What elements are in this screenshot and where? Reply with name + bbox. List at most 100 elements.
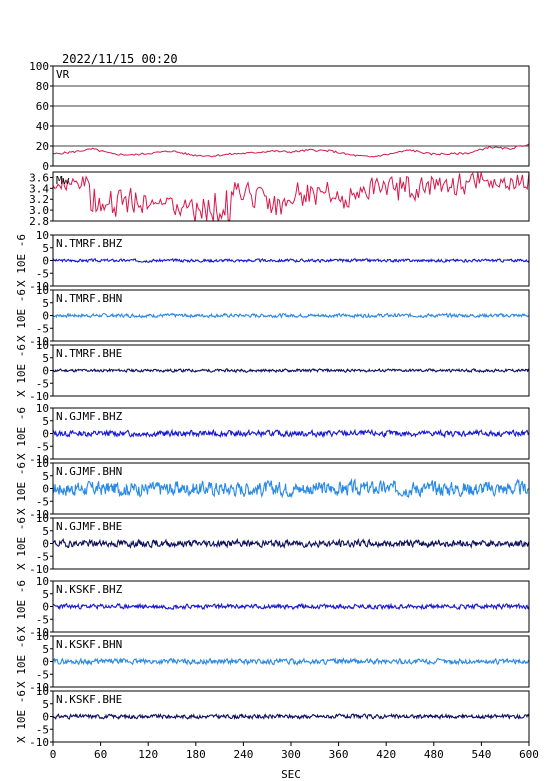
series-line: [53, 712, 529, 721]
x-tick-label: 180: [186, 748, 206, 761]
x-tick-label: 300: [281, 748, 301, 761]
y-tick-label: -5: [36, 267, 49, 280]
y-tick-label: -10: [29, 280, 49, 293]
panel-frame: [52, 289, 530, 342]
y-tick-label: 5: [42, 242, 49, 255]
panel-frame: [52, 344, 530, 397]
y-tick-label: 10: [36, 630, 49, 643]
panel-title: VR: [56, 68, 70, 81]
y-tick-label: 5: [42, 698, 49, 711]
y-tick-label: 10: [36, 284, 49, 297]
panel-frame: [52, 407, 530, 460]
y-axis-label: X 10E -6: [15, 580, 28, 633]
series-line: [53, 478, 529, 499]
y-tick-label: 5: [42, 352, 49, 365]
y-tick-label: -5: [36, 723, 49, 736]
y-tick-label: 5: [42, 588, 49, 601]
x-tick-label: 120: [138, 748, 158, 761]
x-tick-label: 480: [424, 748, 444, 761]
x-axis-label: SEC: [281, 768, 301, 781]
panel-title: N.TMRF.BHE: [56, 347, 122, 360]
x-tick-label: 0: [50, 748, 57, 761]
panel-title: N.TMRF.BHN: [56, 292, 122, 305]
x-tick-label: 600: [519, 748, 539, 761]
panel-title: N.KSKF.BHZ: [56, 583, 123, 596]
y-axis-label: X 10E -6: [15, 462, 28, 515]
series-line: [53, 657, 529, 666]
x-tick-label: 420: [376, 748, 396, 761]
y-tick-label: -10: [29, 681, 49, 694]
series-line: [53, 312, 529, 319]
y-tick-label: 0: [42, 255, 49, 268]
x-tick-label: 60: [94, 748, 107, 761]
panel-frame: [52, 462, 530, 515]
y-tick-label: 0: [42, 365, 49, 378]
y-tick-label: -10: [29, 390, 49, 403]
y-tick-label: 10: [36, 229, 49, 242]
y-tick-label: 3.0: [29, 204, 49, 217]
y-tick-label: -10: [29, 736, 49, 749]
series-line: [53, 257, 529, 263]
panel-title: N.GJMF.BHE: [56, 520, 122, 533]
series-line: [53, 143, 529, 158]
panel-title: N.KSKF.BHN: [56, 638, 122, 651]
y-tick-label: 40: [36, 120, 49, 133]
y-tick-label: 10: [36, 339, 49, 352]
y-axis-label: X 10E -6: [15, 234, 28, 287]
y-axis-label: X 10E -6: [15, 289, 28, 342]
series-line: [53, 367, 529, 374]
y-tick-label: 0: [42, 428, 49, 441]
y-tick-label: 100: [29, 60, 49, 73]
y-tick-label: 10: [36, 575, 49, 588]
y-tick-label: 0: [42, 711, 49, 724]
y-tick-label: 0: [42, 601, 49, 614]
y-tick-label: -10: [29, 508, 49, 521]
y-tick-label: -5: [36, 322, 49, 335]
y-tick-label: -5: [36, 377, 49, 390]
y-axis-label: X 10E -6: [15, 407, 28, 460]
panel-title: N.GJMF.BHZ: [56, 410, 123, 423]
y-axis-label: X 10E -6: [15, 344, 28, 397]
y-tick-label: 0: [42, 538, 49, 551]
panel-vr: 0 20 40 60 80 100 VR: [29, 60, 530, 173]
y-axis-label: X 10E -6: [15, 690, 28, 743]
panel-title: N.KSKF.BHE: [56, 693, 122, 706]
y-tick-label: 20: [36, 140, 49, 153]
series-line: [53, 602, 529, 611]
y-tick-label: -10: [29, 453, 49, 466]
series-line: [53, 428, 529, 439]
panel-title: N.GJMF.BHN: [56, 465, 122, 478]
panel-frame: [52, 234, 530, 287]
y-tick-label: 3.2: [29, 193, 49, 206]
panel-frame: [52, 171, 530, 222]
y-tick-label: -10: [29, 563, 49, 576]
x-tick-label: 360: [329, 748, 349, 761]
y-tick-label: -5: [36, 668, 49, 681]
y-tick-label: -10: [29, 335, 49, 348]
y-tick-label: 10: [36, 457, 49, 470]
series-line: [53, 172, 529, 221]
y-tick-label: 3.4: [29, 182, 49, 195]
series-line: [53, 537, 529, 549]
y-tick-label: -5: [36, 495, 49, 508]
y-tick-label: -5: [36, 613, 49, 626]
y-tick-label: 3.6: [29, 171, 49, 184]
y-tick-label: -5: [36, 550, 49, 563]
y-axis-label: X 10E -6: [15, 517, 28, 570]
panel-mw: 2.83.03.23.43.6 Mw: [29, 171, 530, 228]
y-tick-label: -5: [36, 440, 49, 453]
panel-frame: [52, 517, 530, 570]
panel-title: Mw: [56, 174, 70, 187]
figure-timestamp: 2022/11/15 00:20: [62, 52, 178, 66]
x-axis: 0 60 120 180 240 300 360 420 480 540 600 SEC: [50, 742, 539, 781]
y-tick-label: 10: [36, 685, 49, 698]
y-tick-label: 10: [36, 512, 49, 525]
y-tick-label: 60: [36, 100, 49, 113]
